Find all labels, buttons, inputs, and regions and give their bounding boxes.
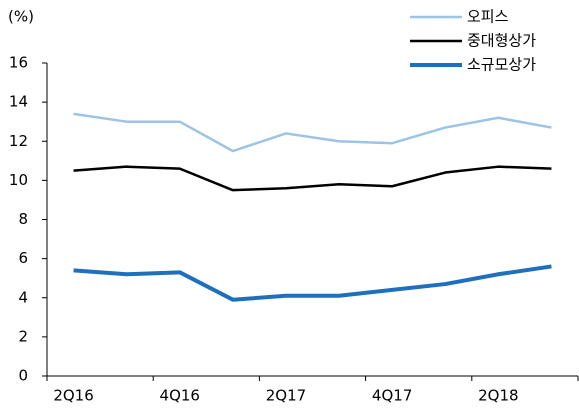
legend-label: 중대형상가 bbox=[467, 32, 536, 50]
x-tick-label: 2Q18 bbox=[478, 387, 518, 405]
x-tick-label: 4Q16 bbox=[160, 387, 200, 405]
series-line bbox=[73, 165, 552, 192]
legend-label: 오피스 bbox=[467, 8, 509, 26]
legend-label: 소규모상가 bbox=[467, 56, 536, 74]
x-tick-label: 2Q17 bbox=[266, 387, 306, 405]
y-axis-label: (%) bbox=[8, 8, 34, 26]
y-tick-label: 12 bbox=[9, 132, 28, 150]
y-tick-label: 2 bbox=[18, 327, 28, 345]
x-tick-label: 4Q17 bbox=[372, 387, 412, 405]
y-tick-label: 4 bbox=[18, 288, 28, 306]
y-tick-label: 8 bbox=[18, 210, 28, 228]
x-tick-label: 2Q16 bbox=[53, 387, 93, 405]
y-tick-label: 16 bbox=[9, 54, 28, 72]
y-tick-label: 14 bbox=[9, 93, 28, 111]
y-tick-label: 0 bbox=[18, 367, 28, 385]
y-tick-label: 10 bbox=[9, 171, 28, 189]
y-tick-label: 6 bbox=[18, 249, 28, 267]
series-line bbox=[73, 264, 552, 302]
series-line bbox=[73, 112, 552, 153]
